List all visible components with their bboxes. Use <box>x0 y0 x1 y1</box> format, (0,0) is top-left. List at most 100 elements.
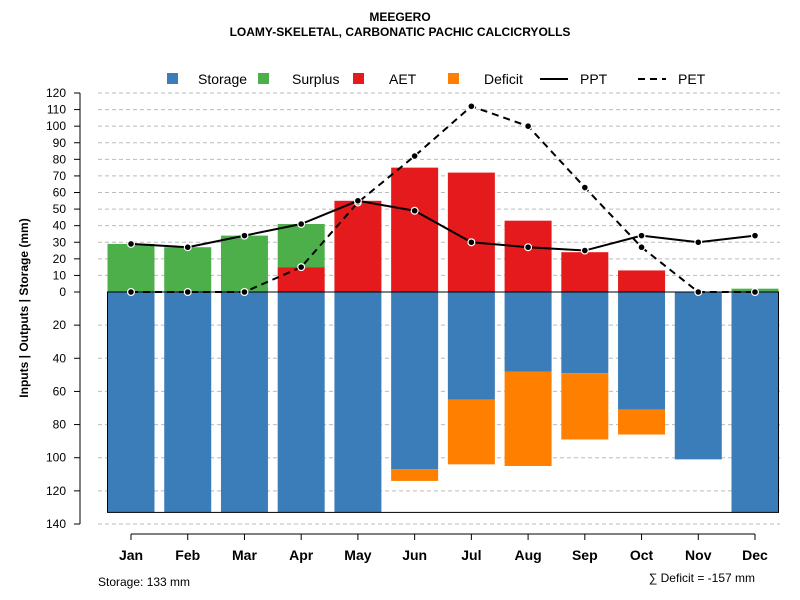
ppt-line-point <box>353 196 362 205</box>
legend-swatch <box>448 73 459 84</box>
aet-bar <box>447 172 495 292</box>
pet-line-point <box>580 183 589 192</box>
y-axis-label: Inputs | Outputs | Storage (mm) <box>17 218 31 397</box>
aet-bar <box>334 200 382 292</box>
legend-swatch <box>167 73 178 84</box>
pet-line-point <box>750 288 759 297</box>
storage-bar <box>618 292 666 410</box>
x-tick-label: Nov <box>685 547 712 563</box>
y-tick-label: 20 <box>53 252 67 266</box>
chart-title: MEEGERO <box>369 10 430 24</box>
ppt-line-point <box>183 243 192 252</box>
deficit-bar <box>391 469 439 481</box>
y-tick-label: 120 <box>46 86 66 100</box>
storage-bar <box>674 292 722 460</box>
x-tick-label: Dec <box>742 547 768 563</box>
storage-bar <box>220 292 268 513</box>
pet-line-point <box>524 122 533 131</box>
y-tick-label: 120 <box>46 484 66 498</box>
y-tick-label: 20 <box>53 318 67 332</box>
storage-bar <box>391 292 439 470</box>
aet-bar <box>391 167 439 292</box>
ppt-line-point <box>297 220 306 229</box>
ppt-line-point <box>126 239 135 248</box>
ppt-line-point <box>467 238 476 247</box>
x-tick-label: Apr <box>289 547 314 563</box>
y-tick-label: 100 <box>46 119 66 133</box>
legend-swatch <box>258 73 269 84</box>
x-tick-label: Aug <box>514 547 541 563</box>
y-tick-label: 0 <box>59 285 66 299</box>
storage-bar <box>277 292 325 513</box>
ppt-line-point <box>694 238 703 247</box>
surplus-bar <box>107 243 155 292</box>
pet-line <box>131 105 755 293</box>
storage-bar <box>107 292 155 513</box>
y-tick-label: 90 <box>53 136 67 150</box>
legend-label: PPT <box>580 71 608 87</box>
y-tick-label: 60 <box>53 384 67 398</box>
aet-bar <box>561 252 609 292</box>
legend-label: PET <box>678 71 706 87</box>
ppt-line-point <box>750 231 759 240</box>
y-tick-label: 40 <box>53 219 67 233</box>
pet-line-point <box>240 288 249 297</box>
surplus-bar <box>164 247 212 292</box>
aet-bar <box>618 270 666 292</box>
storage-bar <box>447 292 495 400</box>
ppt-line-point <box>240 231 249 240</box>
surplus-bar <box>277 224 325 268</box>
legend: Storage Surplus AET Deficit PPT PET <box>167 71 706 87</box>
aet-bar <box>277 267 325 292</box>
deficit-bar <box>504 371 552 466</box>
pet-line-point <box>694 288 703 297</box>
pet-line-point <box>637 243 646 252</box>
pet-line-point <box>410 152 419 161</box>
pet-line-point <box>126 288 135 297</box>
ppt-line-point <box>580 246 589 255</box>
gridlines <box>98 92 780 525</box>
y-tick-label: 70 <box>53 169 67 183</box>
y-tick-label: 60 <box>53 186 67 200</box>
ppt-line <box>130 199 756 252</box>
chart-subtitle: LOAMY-SKELETAL, CARBONATIC PACHIC CALCIC… <box>230 25 571 39</box>
storage-bar <box>334 292 382 513</box>
y-tick-label: 100 <box>46 451 66 465</box>
y-tick-label: 140 <box>46 517 66 531</box>
axes: 0 10 20 30 40 50 60 70 80 90 100 110 120 20 40 60 80 100 1… <box>46 86 768 563</box>
deficit-bar <box>447 399 495 465</box>
ppt-line-point <box>524 243 533 252</box>
x-tick-label: Jun <box>402 547 427 563</box>
x-tick-label: Jul <box>461 547 481 563</box>
ppt-line-point <box>410 206 419 215</box>
storage-bar <box>164 292 212 513</box>
x-tick-label: Oct <box>630 547 654 563</box>
y-tick-label: 80 <box>53 152 67 166</box>
y-tick-label: 110 <box>47 103 66 117</box>
bars <box>107 167 779 513</box>
pet-line-point <box>297 263 306 272</box>
y-tick-label: 10 <box>53 268 67 282</box>
storage-bar <box>561 292 609 374</box>
y-tick-label: 80 <box>53 418 67 432</box>
legend-label: AET <box>389 71 417 87</box>
legend-label: Storage <box>198 71 247 87</box>
legend-label: Deficit <box>484 71 523 87</box>
x-tick-label: Jan <box>119 547 143 563</box>
storage-bar <box>504 292 552 372</box>
x-tick-label: Sep <box>572 547 598 563</box>
y-tick-label: 40 <box>53 351 67 365</box>
deficit-bar <box>618 409 666 435</box>
storage-bar <box>731 292 779 513</box>
pet-line-point <box>183 288 192 297</box>
x-tick-label: May <box>344 547 371 563</box>
legend-swatch <box>353 73 364 84</box>
storage-note: Storage: 133 mm <box>98 575 190 589</box>
surplus-bar <box>220 235 268 292</box>
x-tick-label: Feb <box>175 547 200 563</box>
pet-line-point <box>467 102 476 111</box>
series-lines <box>126 102 759 297</box>
aet-bar <box>504 220 552 292</box>
legend-label: Surplus <box>292 71 339 87</box>
